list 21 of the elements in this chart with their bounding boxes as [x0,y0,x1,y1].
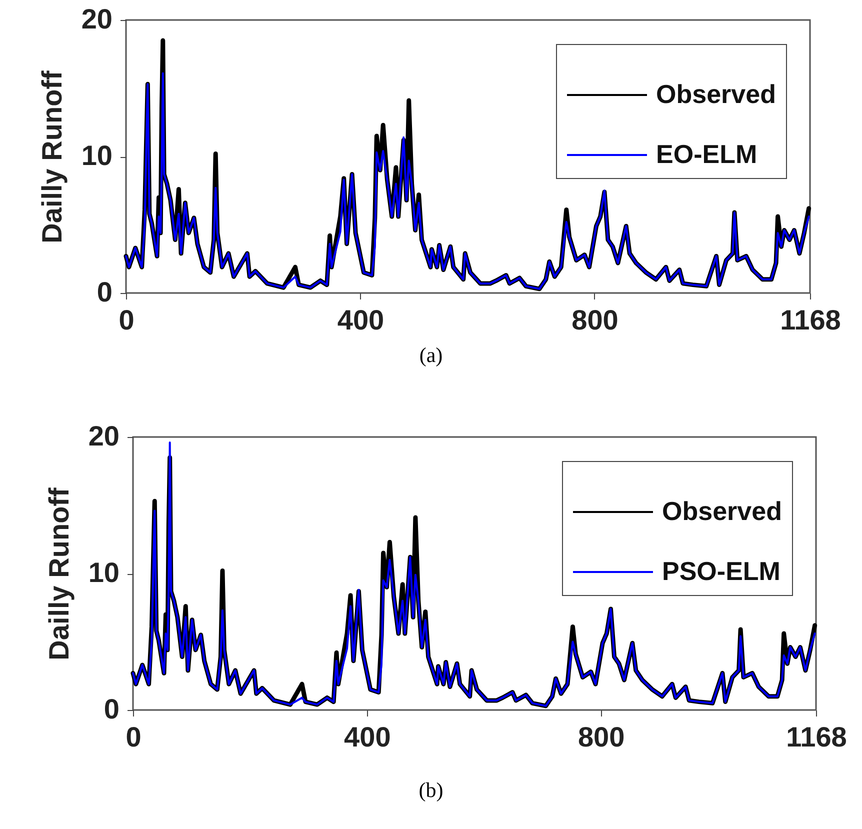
y-tick-label: 10 [88,557,120,588]
x-tick-label: 800 [572,304,618,336]
x-tick-label: 400 [344,722,391,752]
legend-label: Observed [662,496,782,526]
legend-label: PSO-ELM [662,556,780,586]
legend-label: Observed [656,79,776,109]
y-axis-title: Dailly Runoff [36,70,68,244]
y-axis-title: Dailly Runoff [43,487,74,660]
legend-label: EO-ELM [656,139,758,169]
x-tick-label: 1168 [786,722,847,752]
text: (a) [418,342,444,368]
x-tick-label: 0 [126,722,142,752]
y-tick-label: 0 [96,276,112,308]
y-tick-label: 20 [88,420,120,452]
text: (b) [418,777,444,803]
y-tick-label: 10 [81,140,112,171]
y-tick-label: 0 [104,694,120,724]
x-tick-label: 400 [337,304,384,336]
y-tick-label: 20 [81,4,112,34]
x-tick-label: 1168 [780,304,841,336]
x-tick-label: 800 [578,722,625,752]
